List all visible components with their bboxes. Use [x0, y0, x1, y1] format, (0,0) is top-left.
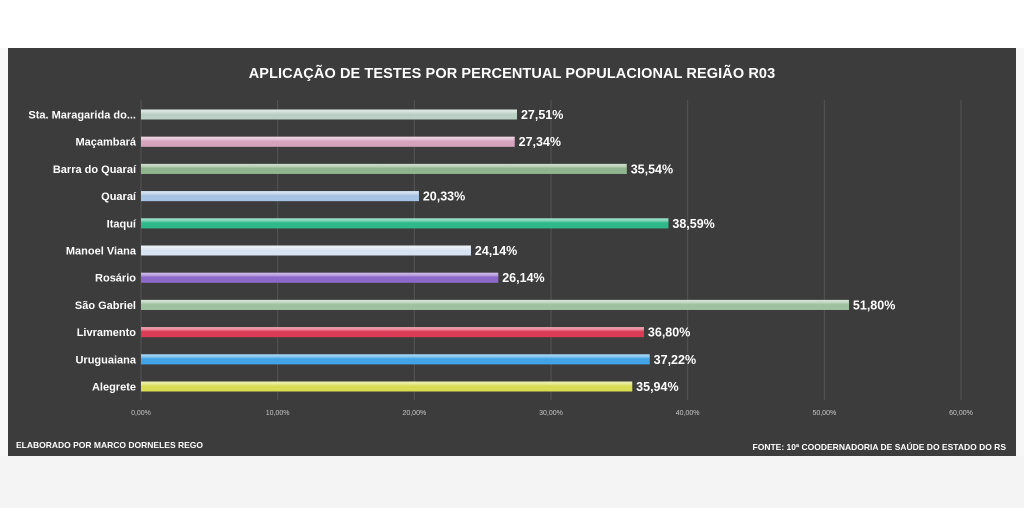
- bar-highlight: [141, 163, 627, 174]
- labels: 0,00% 10,00% 20,00% 30,00% 40,00% 50,00% 60,00…: [28, 108, 972, 417]
- value-label: 51,80%: [853, 298, 895, 312]
- value-label: 37,22%: [654, 353, 696, 367]
- x-tick-label: 60,00%: [949, 410, 973, 417]
- bar-highlight: [141, 191, 419, 202]
- bar-highlight: [141, 327, 644, 338]
- x-tick-label: 20,00%: [402, 410, 426, 417]
- x-tick-label: 50,00%: [812, 410, 836, 417]
- left-margin: [0, 48, 8, 456]
- bars: [141, 109, 849, 392]
- value-label: 38,59%: [672, 217, 714, 231]
- bar-highlight: [141, 299, 849, 310]
- category-label: Manoel Viana: [66, 246, 137, 258]
- value-label: 36,80%: [648, 326, 690, 340]
- value-label: 27,34%: [519, 135, 561, 149]
- data-source: FONTE: 10ª COODERNADORIA DE SAÚDE DO EST…: [752, 442, 1006, 452]
- bar-highlight: [141, 136, 515, 147]
- category-label: Barra do Quaraí: [53, 164, 137, 176]
- value-label: 27,51%: [521, 108, 563, 122]
- value-label: 35,94%: [636, 380, 678, 394]
- category-label: Maçambará: [75, 137, 136, 149]
- author-credit: ELABORADO POR MARCO DORNELES REGO: [16, 440, 204, 450]
- value-label: 20,33%: [423, 190, 465, 204]
- category-label: Uruguaiana: [75, 354, 136, 366]
- bar-highlight: [141, 245, 471, 256]
- category-label: Sta. Maragarida do...: [28, 110, 136, 122]
- x-tick-label: 0,00%: [131, 410, 151, 417]
- bar-chart: 0,00% 10,00% 20,00% 30,00% 40,00% 50,00% 60,00…: [28, 100, 973, 417]
- bar-highlight: [141, 354, 650, 365]
- right-margin: [1016, 48, 1024, 456]
- category-label: Quaraí: [101, 191, 137, 203]
- x-tick-label: 10,00%: [266, 410, 290, 417]
- bottom-margin: [0, 456, 1024, 508]
- value-label: 35,54%: [631, 162, 673, 176]
- chart-title: APLICAÇÃO DE TESTES POR PERCENTUAL POPUL…: [248, 66, 776, 82]
- value-label: 26,14%: [502, 271, 544, 285]
- x-tick-label: 30,00%: [539, 410, 563, 417]
- bar-highlight: [141, 381, 633, 392]
- value-label: 24,14%: [475, 244, 517, 258]
- bar-highlight: [141, 272, 499, 283]
- category-label: Alegrete: [92, 382, 136, 394]
- chart-panel: APLICAÇÃO DE TESTES POR PERCENTUAL POPUL…: [8, 48, 1016, 456]
- category-label: Itaquí: [107, 218, 137, 230]
- bar-highlight: [141, 218, 669, 229]
- x-tick-label: 40,00%: [676, 410, 700, 417]
- category-label: São Gabriel: [75, 300, 136, 312]
- category-label: Livramento: [77, 327, 137, 339]
- category-label: Rosário: [95, 273, 136, 285]
- top-margin: [0, 0, 1024, 48]
- bar-highlight: [141, 109, 517, 120]
